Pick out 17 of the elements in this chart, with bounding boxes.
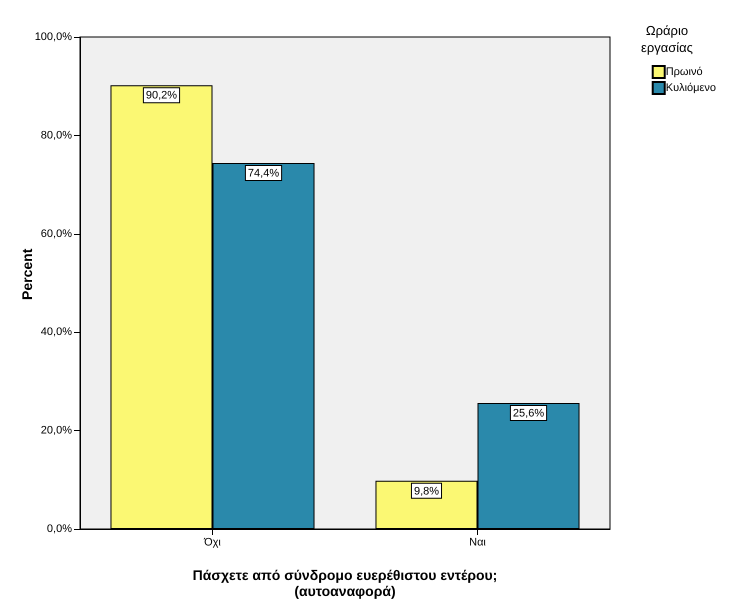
y-tick-label: 40,0% — [40, 326, 72, 338]
legend-label: Κυλιόμενο — [666, 82, 716, 94]
y-tick-label: 80,0% — [40, 129, 72, 142]
x-tick-label: Όχι — [203, 536, 222, 548]
data-label: 25,6% — [512, 408, 544, 420]
y-axis-title: Percent — [19, 248, 35, 300]
data-label: 74,4% — [248, 167, 280, 180]
y-tick-label: 0,0% — [46, 523, 72, 535]
y-tick-label: 20,0% — [40, 424, 72, 437]
data-label: 9,8% — [414, 485, 440, 498]
x-axis-title: Πάσχετε από σύνδρομο ευερέθιστου εντέρου; (αυτοαναφορά) — [192, 567, 498, 599]
x-tick-label: Ναι — [469, 536, 486, 548]
legend-title: Ωράριο εργασίας — [641, 23, 693, 55]
y-tick-label: 60,0% — [40, 228, 72, 240]
y-tick-label: 100,0% — [34, 31, 72, 43]
legend-label: Πρωινό — [666, 66, 703, 78]
data-label: 90,2% — [146, 90, 178, 102]
